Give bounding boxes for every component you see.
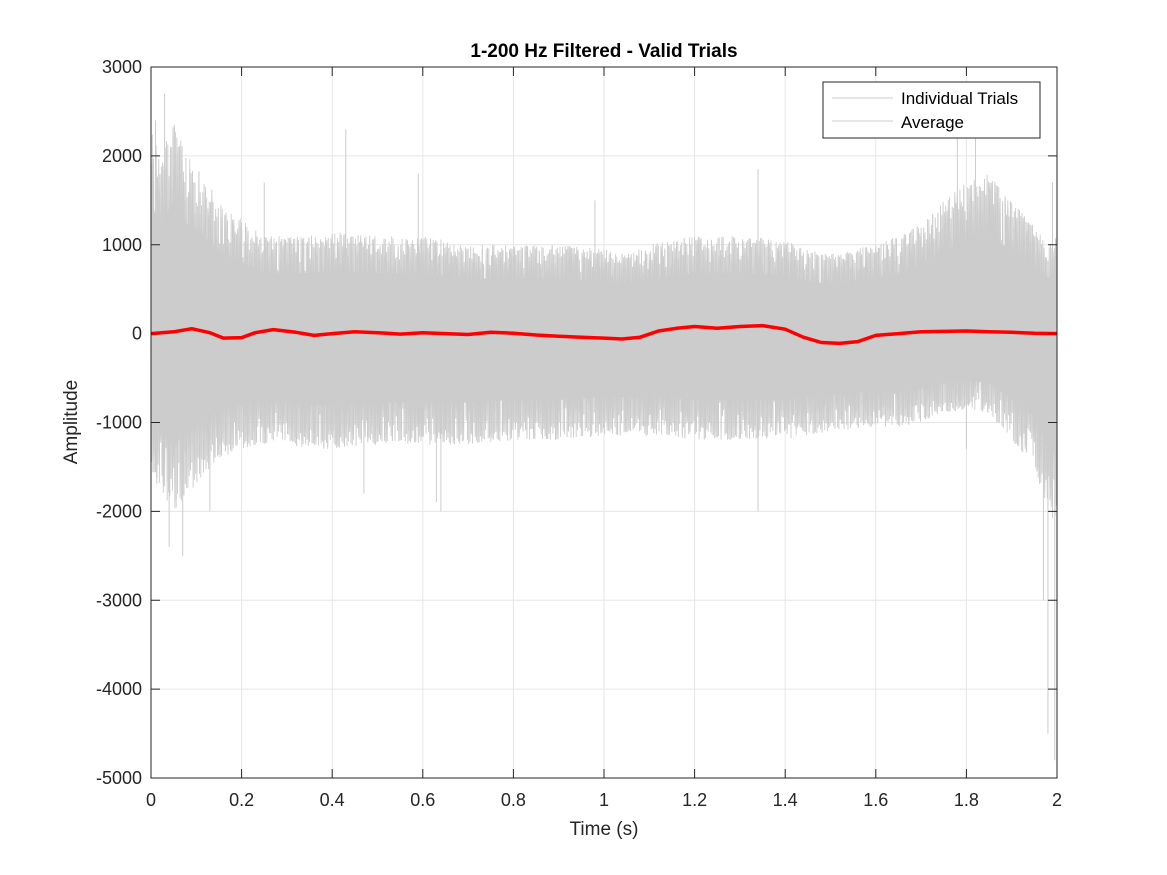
x-tick-label: 0.2 xyxy=(229,790,254,810)
x-tick-label: 0 xyxy=(146,790,156,810)
x-tick-labels: 0 0.2 0.4 0.6 0.8 1 1.2 1.4 1.6 1.8 2 xyxy=(146,790,1062,810)
y-tick-label: 2000 xyxy=(102,146,142,166)
individual-trials-traces xyxy=(150,93,1058,761)
x-tick-label: 1 xyxy=(599,790,609,810)
y-axis-label: Amplitude xyxy=(61,380,82,465)
x-tick-label: 1.6 xyxy=(863,790,888,810)
trial-core-band xyxy=(151,201,1057,455)
y-tick-label: 0 xyxy=(132,324,142,344)
tick-marks xyxy=(150,66,1058,779)
x-tick-label: 1.4 xyxy=(773,790,798,810)
x-tick-label: 0.8 xyxy=(501,790,526,810)
y-tick-label: 3000 xyxy=(102,57,142,77)
legend-label-individual-trials: Individual Trials xyxy=(901,89,1018,108)
x-tick-label: 0.6 xyxy=(410,790,435,810)
legend-box xyxy=(822,81,1041,139)
x-axis-label: Time (s) xyxy=(570,819,639,840)
average-line xyxy=(150,323,1058,346)
x-tick-label: 1.8 xyxy=(954,790,979,810)
x-tick-label: 1.2 xyxy=(682,790,707,810)
legend: Individual Trials Average xyxy=(822,81,1041,139)
average-trace xyxy=(150,323,1058,346)
y-tick-label: -3000 xyxy=(96,590,142,610)
legend-label-average: Average xyxy=(901,113,964,132)
y-tick-label: -5000 xyxy=(96,768,142,788)
x-tick-label: 0.4 xyxy=(320,790,345,810)
x-tick-label: 2 xyxy=(1052,790,1062,810)
chart-title: 1-200 Hz Filtered - Valid Trials xyxy=(470,41,737,62)
y-tick-label: -2000 xyxy=(96,501,142,521)
y-tick-label: 1000 xyxy=(102,235,142,255)
y-tick-labels: -5000 -4000 -3000 -2000 -1000 0 1000 2000 3000 xyxy=(96,57,142,788)
y-tick-label: -1000 xyxy=(96,413,142,433)
y-tick-label: -4000 xyxy=(96,679,142,699)
grid-lines xyxy=(151,67,1057,778)
